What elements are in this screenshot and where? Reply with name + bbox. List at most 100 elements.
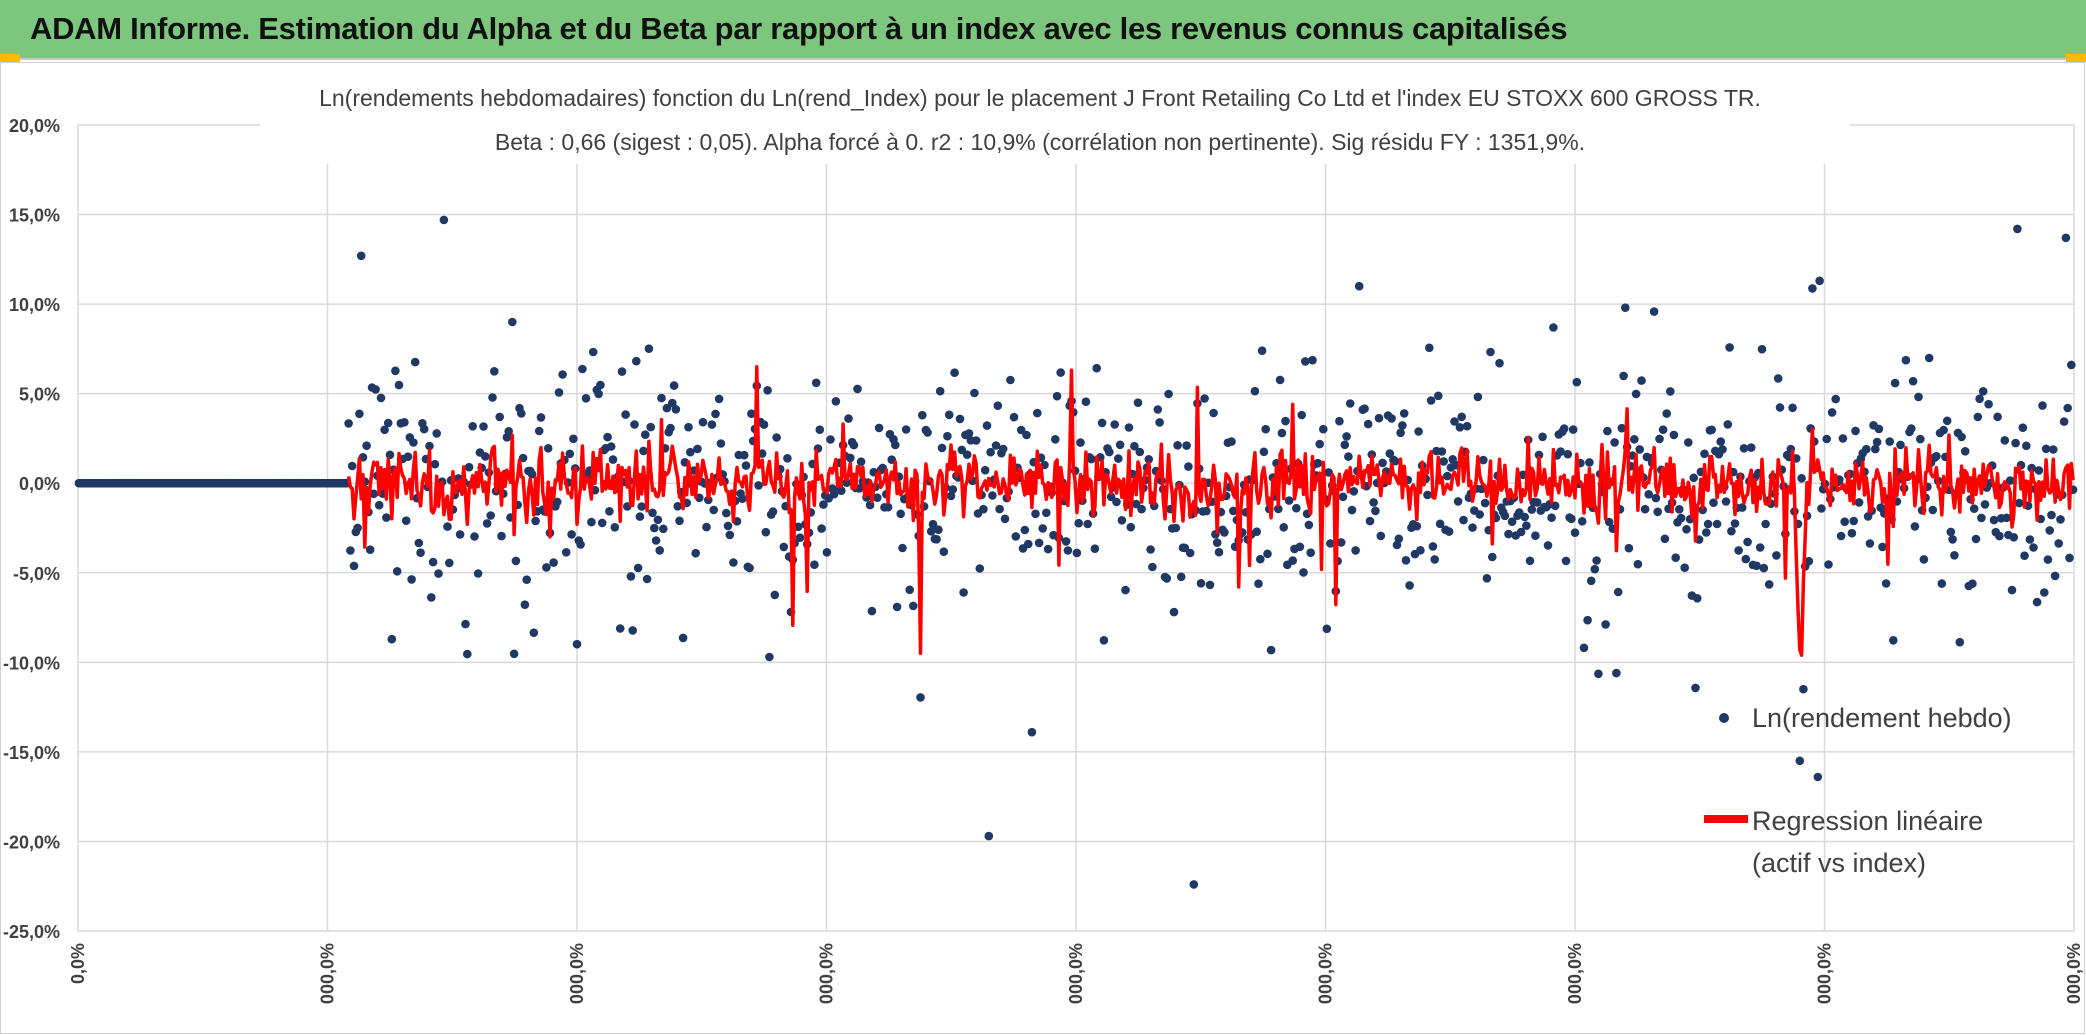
data-point — [1995, 531, 2004, 541]
data-point — [846, 453, 855, 463]
data-point — [1518, 470, 1528, 480]
data-point — [1135, 447, 1145, 457]
data-point — [1824, 560, 1833, 569]
data-point — [2011, 438, 2020, 448]
y-tick-label: -15,0% — [3, 743, 60, 763]
data-point — [995, 504, 1004, 514]
data-point — [1662, 409, 1671, 418]
data-point — [1849, 516, 1858, 526]
data-point — [468, 422, 478, 431]
data-point — [1721, 497, 1731, 506]
data-point — [401, 516, 411, 525]
data-point — [1910, 522, 1920, 531]
data-point — [1957, 432, 1966, 442]
data-point — [630, 420, 639, 429]
data-point — [1462, 421, 1472, 431]
data-point — [1928, 505, 1938, 515]
data-point — [684, 422, 693, 432]
data-point — [1916, 434, 1925, 444]
data-point — [1434, 391, 1443, 401]
data-point — [2002, 513, 2011, 523]
data-point — [1989, 515, 1999, 525]
y-tick-label: 15,0% — [9, 206, 60, 226]
data-point — [490, 367, 499, 376]
data-point — [856, 457, 866, 467]
data-point — [739, 450, 749, 460]
data-point — [639, 446, 648, 456]
data-point — [811, 378, 821, 388]
data-point — [939, 547, 949, 556]
data-point — [883, 502, 893, 512]
data-point — [2049, 445, 2058, 454]
data-point — [382, 513, 391, 522]
data-point — [657, 393, 666, 403]
data-point — [1525, 556, 1535, 566]
data-point — [1398, 421, 1407, 430]
data-point — [1000, 514, 1010, 524]
data-point — [1182, 441, 1191, 450]
data-point — [1603, 426, 1612, 436]
data-point — [979, 504, 988, 514]
data-point — [2061, 233, 2071, 243]
data-point — [434, 569, 443, 578]
data-point — [1414, 427, 1423, 436]
data-point — [605, 507, 614, 516]
data-point — [1423, 490, 1432, 500]
data-point — [1473, 392, 1483, 402]
data-point — [2059, 417, 2069, 426]
data-point — [1479, 455, 1488, 465]
data-point — [648, 508, 657, 518]
data-point — [2032, 597, 2042, 607]
corner-mark — [2066, 54, 2086, 62]
data-point — [1975, 394, 1984, 404]
data-point — [1531, 531, 1540, 540]
data-point — [1960, 447, 1970, 456]
data-point — [1919, 555, 1929, 564]
data-point — [439, 215, 449, 225]
data-point — [711, 409, 720, 419]
data-point — [686, 447, 695, 457]
data-point — [1227, 437, 1236, 446]
data-point — [1624, 543, 1634, 553]
data-point — [1301, 357, 1310, 366]
data-point — [470, 532, 479, 541]
data-point — [1011, 532, 1021, 541]
data-point — [1020, 525, 1030, 535]
data-point — [1428, 542, 1438, 551]
data-point — [1838, 434, 1848, 443]
data-point — [1764, 580, 1774, 589]
data-point — [1885, 437, 1894, 446]
data-point — [1797, 474, 1806, 483]
data-point — [747, 409, 756, 419]
data-point — [1374, 413, 1384, 423]
data-point — [621, 410, 630, 419]
data-point — [479, 422, 488, 431]
data-point — [2000, 436, 2010, 445]
data-point — [1416, 546, 1425, 555]
data-point — [704, 495, 713, 505]
data-point — [1739, 444, 1749, 453]
data-point — [374, 500, 384, 510]
data-point — [1808, 284, 1817, 293]
data-point — [1741, 554, 1751, 564]
chart-subtitle: Beta : 0,66 (sigest : 0,05). Alpha forcé… — [495, 129, 1585, 155]
data-point — [874, 423, 884, 433]
data-point — [738, 494, 747, 504]
data-point — [2014, 498, 2024, 508]
data-point — [691, 548, 700, 558]
data-point — [2043, 555, 2053, 564]
data-point — [759, 420, 769, 429]
data-point — [1703, 519, 1713, 529]
data-point — [1700, 449, 1709, 459]
legend: Ln(rendement hebdo) Regression linéaire … — [1704, 703, 2012, 878]
data-point — [1761, 519, 1770, 529]
data-point — [1621, 303, 1630, 312]
data-point — [1655, 434, 1664, 444]
data-point — [416, 548, 425, 557]
data-point — [419, 424, 429, 434]
data-point — [1666, 387, 1675, 396]
data-point — [473, 569, 483, 578]
data-point — [678, 633, 688, 643]
data-point — [1027, 727, 1037, 737]
data-point — [1651, 493, 1661, 503]
